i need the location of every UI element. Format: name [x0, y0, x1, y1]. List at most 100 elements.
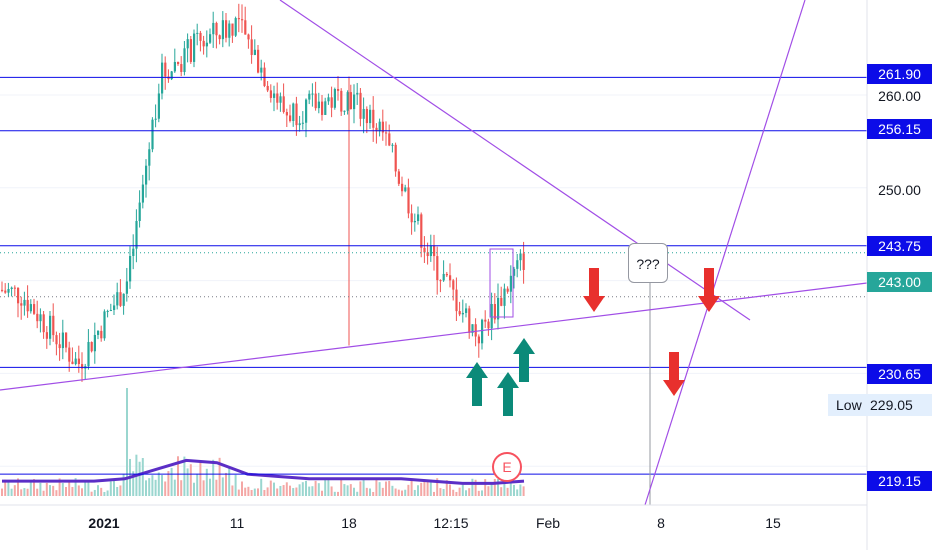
volume-bar [1, 488, 3, 496]
candle-body [394, 144, 397, 172]
candle-body [423, 247, 426, 253]
candle-body [90, 341, 93, 352]
volume-bar [404, 489, 407, 496]
volume-bar [126, 388, 128, 496]
candle-body [445, 273, 448, 276]
volume-bar [81, 488, 83, 496]
candle-body [490, 304, 493, 329]
candle-body [1, 289, 4, 291]
volume-bar [84, 482, 87, 496]
volume-bar [285, 482, 288, 496]
candle-body [346, 92, 349, 111]
volume-bar [244, 487, 247, 496]
volume-bar [314, 480, 317, 496]
candle-body [266, 85, 269, 91]
volume-bar [221, 477, 224, 496]
volume-bar [23, 488, 26, 496]
signal-arrows[interactable] [466, 268, 720, 416]
candle-body [298, 123, 301, 126]
volume-bar [394, 488, 397, 496]
up-arrow[interactable] [466, 362, 488, 406]
volume-bar [362, 479, 365, 496]
volume-bar [474, 479, 477, 496]
volume-bar [356, 491, 359, 496]
volume-bar [237, 489, 240, 496]
candle-body [148, 149, 151, 166]
volume-bar [279, 485, 282, 496]
candle-body [125, 281, 128, 294]
candle-body [23, 299, 26, 306]
candle-body [257, 49, 260, 73]
volume-bar [346, 485, 349, 496]
volume-bar [45, 482, 48, 496]
candle-body [372, 109, 375, 128]
trendlines[interactable] [0, 0, 868, 506]
candle-body [250, 39, 253, 55]
volume-bar [253, 488, 256, 496]
question-annotation-box[interactable]: ??? [628, 243, 668, 283]
candle-body [36, 313, 39, 322]
candle-body [122, 293, 125, 306]
volume-bar [298, 484, 301, 496]
volume-bar [29, 481, 32, 496]
low-price-label: Low 229.05 [828, 394, 932, 416]
candle-body [202, 40, 205, 47]
down-arrow[interactable] [663, 352, 685, 396]
candle-body [177, 61, 180, 65]
volume-bar [58, 478, 61, 496]
down-arrow-shape [583, 268, 605, 312]
volume-bar [212, 459, 215, 496]
volume-bar [429, 479, 432, 496]
volume-bar [305, 480, 307, 496]
volume-bar [388, 480, 391, 496]
up-arrow[interactable] [497, 372, 519, 416]
candle-body [353, 94, 356, 110]
last-price-label: 243.00 [867, 272, 932, 292]
volume-bars [1, 388, 525, 496]
candle-body [349, 92, 352, 110]
candle-body [241, 19, 244, 21]
price-label-256-15: 256.15 [867, 119, 932, 139]
candle-body [292, 103, 295, 121]
candle-body [516, 260, 519, 269]
candle-body [333, 88, 336, 108]
volume-bar [426, 481, 429, 496]
candle-body [282, 96, 285, 113]
horizontal-levels[interactable] [0, 76, 867, 505]
candle-body [362, 108, 365, 119]
down-arrow[interactable] [583, 268, 605, 312]
volume-ma-line [2, 458, 525, 485]
volume-bar [141, 458, 144, 496]
volume-bar [484, 479, 487, 496]
candle-body [97, 330, 100, 335]
volume-bar [250, 489, 253, 496]
down-arrow[interactable] [698, 268, 720, 312]
volume-bar [10, 488, 13, 496]
candle-body [68, 347, 71, 362]
volume-bar [100, 487, 103, 496]
up-arrow[interactable] [513, 338, 535, 382]
volume-bar [487, 486, 490, 496]
candle-body [103, 311, 106, 339]
volume-bar [445, 480, 448, 496]
candle-body [439, 280, 442, 282]
candle-body [109, 309, 112, 311]
candle-body [20, 303, 23, 306]
volume-bar [442, 489, 445, 496]
candle-body [234, 18, 237, 36]
up-arrow-shape [497, 372, 519, 416]
candle-body [269, 90, 272, 98]
candle-body [161, 62, 164, 94]
y-tick-260: 260.00 [878, 88, 921, 104]
low-label-text: Low [836, 397, 862, 413]
volume-bar [20, 489, 23, 496]
candle-body [497, 297, 500, 320]
candle-body [513, 268, 516, 276]
earnings-event-badge[interactable]: E [492, 452, 522, 482]
steep-trendline [644, 0, 806, 506]
candle-body [458, 311, 461, 315]
candle-body [324, 101, 327, 115]
volume-bar [276, 488, 279, 496]
volume-bar [327, 478, 330, 496]
